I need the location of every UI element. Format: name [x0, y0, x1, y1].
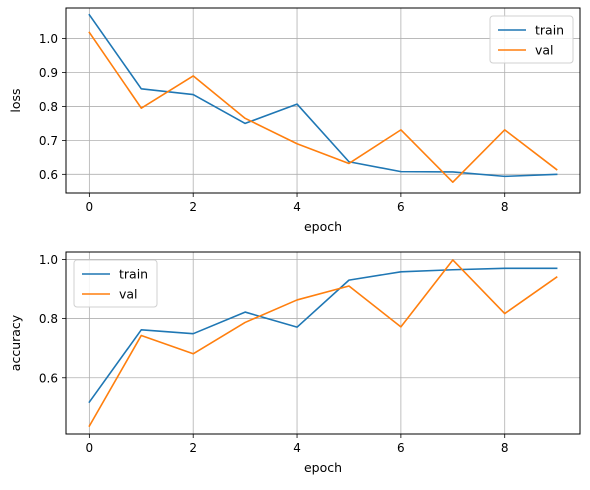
legend-box	[73, 259, 158, 308]
x-axis-label: epoch	[304, 219, 342, 234]
x-tick-label: 4	[293, 441, 301, 455]
y-tick-label: 1.0	[39, 32, 58, 46]
y-tick-label: 0.6	[39, 168, 58, 182]
y-tick-label: 0.8	[39, 100, 58, 114]
series-line-train	[88, 267, 558, 404]
series-line-val	[88, 31, 558, 183]
chart-panel-1: 0 2 4 6 8 0.6 0.7 0.8 0.9 1.0 epoch loss train val	[8, 7, 581, 234]
legend-box	[489, 15, 574, 64]
x-tick-label: 8	[501, 200, 509, 214]
y-axis-label: loss	[8, 88, 23, 112]
y-axis-label: accuracy	[8, 314, 23, 371]
x-tick-label: 6	[397, 441, 405, 455]
x-tick-label: 4	[293, 200, 301, 214]
plot-frame	[65, 7, 581, 194]
legend-label-train: train	[535, 23, 564, 38]
x-tick-label: 2	[189, 200, 197, 214]
y-tick-label: 0.9	[39, 66, 58, 80]
legend-label-train: train	[119, 267, 148, 282]
legend-label-val: val	[535, 43, 554, 58]
y-tick-label: 1.0	[39, 253, 58, 267]
x-tick-label: 6	[397, 200, 405, 214]
legend: train val	[489, 15, 574, 64]
legend: train val	[73, 259, 158, 308]
x-axis-label: epoch	[304, 460, 342, 475]
y-tick-label: 0.6	[39, 371, 58, 385]
chart-panel-2: 0 2 4 6 8 0.6 0.8 1.0 epoch accuracy train val	[8, 251, 581, 475]
x-tick-label: 0	[86, 200, 94, 214]
y-tick-label: 0.7	[39, 134, 58, 148]
x-tick-label: 0	[86, 441, 94, 455]
x-tick-label: 2	[189, 441, 197, 455]
plot-frame	[65, 251, 581, 435]
x-tick-label: 8	[501, 441, 509, 455]
series-line-val	[88, 259, 558, 428]
legend-label-val: val	[119, 287, 138, 302]
y-tick-label: 0.8	[39, 312, 58, 326]
